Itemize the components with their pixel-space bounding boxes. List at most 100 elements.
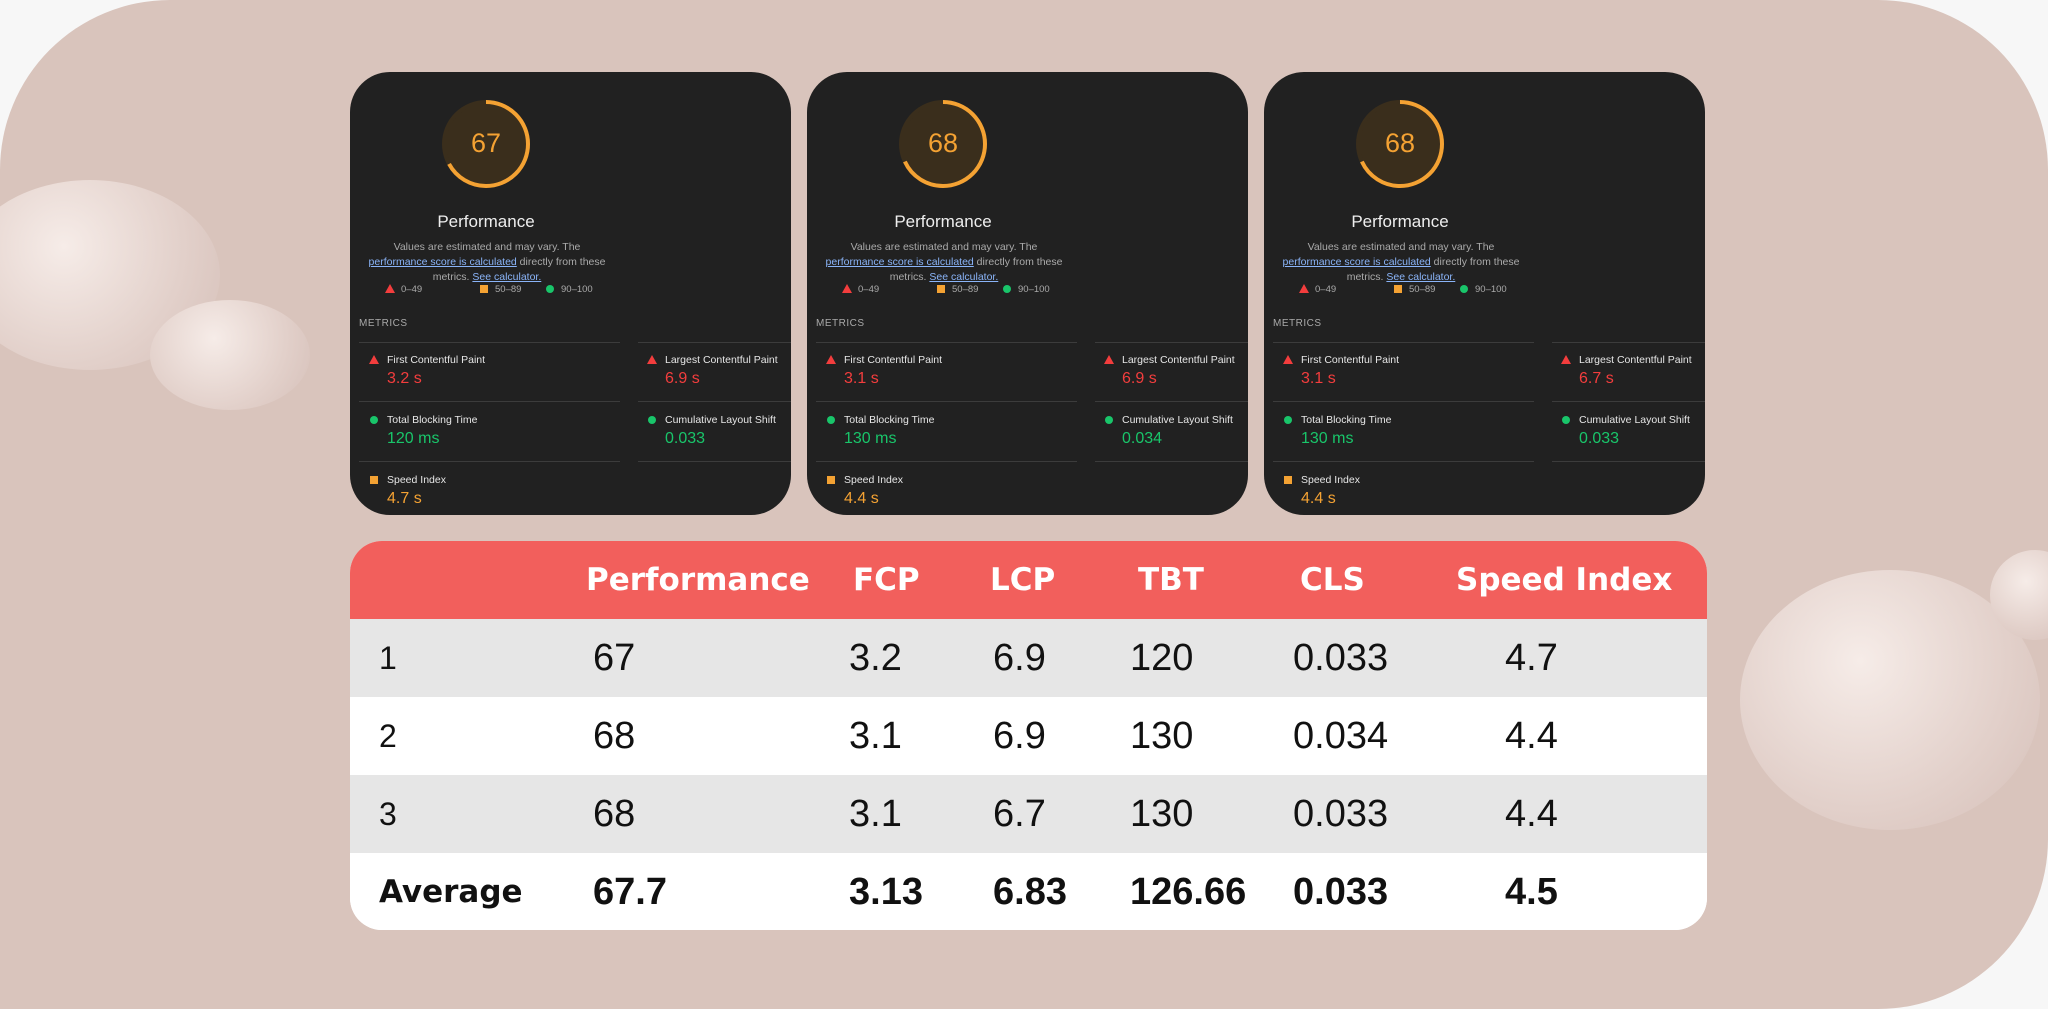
- status-icon: [842, 284, 852, 293]
- separator: [816, 342, 1077, 343]
- circle: [1460, 285, 1468, 293]
- metric-label: First Contentful Paint: [1301, 354, 1400, 366]
- table-cell: 68: [593, 793, 636, 835]
- table-cell: 67.7: [593, 871, 667, 913]
- metric-value: 120 ms: [387, 430, 440, 447]
- square: [1394, 285, 1402, 293]
- legend-label: 50–89: [1409, 284, 1436, 295]
- separator: [1095, 342, 1248, 343]
- metric-value: 4.4 s: [1301, 490, 1336, 507]
- table-cell: 0.033: [1293, 793, 1389, 835]
- separator: [359, 342, 620, 343]
- separator: [359, 401, 620, 402]
- link[interactable]: performance score is calculated: [368, 256, 517, 268]
- metric-label: Cumulative Layout Shift: [1579, 414, 1690, 426]
- status-icon: [1284, 416, 1292, 424]
- description: Values are estimated and may vary. The p…: [1278, 240, 1524, 285]
- triangle: [1283, 355, 1293, 364]
- square: [937, 285, 945, 293]
- column-header: FCP: [853, 562, 920, 598]
- status-icon: [1003, 285, 1011, 293]
- gauge-arc: [1356, 100, 1444, 188]
- metric-label: Total Blocking Time: [844, 414, 935, 426]
- circle: [370, 416, 378, 424]
- table-cell: 4.5: [1505, 871, 1558, 913]
- status-icon: [385, 284, 395, 293]
- column-header: LCP: [990, 562, 1056, 598]
- separator: [816, 461, 1077, 462]
- metric-value: 6.9 s: [1122, 370, 1157, 387]
- status-icon: [1562, 416, 1570, 424]
- status-icon: [370, 476, 378, 484]
- metric-label: Largest Contentful Paint: [665, 354, 778, 366]
- triangle: [647, 355, 657, 364]
- table-cell: 6.9: [993, 715, 1046, 757]
- gauge-arc: [442, 100, 530, 188]
- separator: [638, 461, 791, 462]
- row-label: Average: [379, 874, 523, 910]
- metric-value: 6.7 s: [1579, 370, 1614, 387]
- separator: [359, 461, 620, 462]
- table-cell: 6.83: [993, 871, 1067, 913]
- row-label: 1: [379, 640, 397, 676]
- separator: [638, 401, 791, 402]
- status-icon: [369, 355, 379, 364]
- description-text: Values are estimated and may vary. The: [393, 241, 581, 253]
- separator: [1552, 401, 1705, 402]
- metric-value: 3.1 s: [844, 370, 879, 387]
- square: [370, 476, 378, 484]
- status-icon: [1283, 355, 1293, 364]
- metric-label: Speed Index: [387, 474, 446, 486]
- link[interactable]: See calculator.: [1386, 271, 1456, 283]
- status-icon: [546, 285, 554, 293]
- link[interactable]: See calculator.: [929, 271, 999, 283]
- metric-value: 3.1 s: [1301, 370, 1336, 387]
- metric-label: First Contentful Paint: [844, 354, 943, 366]
- legend-label: 0–49: [1315, 284, 1337, 295]
- report-card: 68 Performance Values are estimated and ma…: [1264, 72, 1705, 515]
- status-icon: [827, 416, 835, 424]
- description: Values are estimated and may vary. The p…: [821, 240, 1067, 285]
- row-label: 3: [379, 796, 397, 832]
- table-cell: 3.13: [849, 871, 923, 913]
- score-gauge: [899, 100, 987, 188]
- row-label: 2: [379, 718, 397, 754]
- metric-label: Speed Index: [1301, 474, 1360, 486]
- metric-value: 0.033: [665, 430, 706, 447]
- score: 68: [1384, 128, 1416, 158]
- cloud: [1740, 570, 2040, 830]
- triangle: [842, 284, 852, 293]
- separator: [816, 401, 1077, 402]
- link[interactable]: performance score is calculated: [1282, 256, 1431, 268]
- status-icon: [1561, 355, 1571, 364]
- status-icon: [370, 416, 378, 424]
- report-card: 67 Performance Values are estimated and ma…: [350, 72, 791, 515]
- description-text: directly from these metrics.: [889, 256, 1063, 283]
- square: [827, 476, 835, 484]
- score: 67: [470, 128, 502, 158]
- metric-label: Speed Index: [844, 474, 903, 486]
- separator: [1095, 401, 1248, 402]
- separator: [1273, 461, 1534, 462]
- link[interactable]: performance score is calculated: [825, 256, 974, 268]
- square: [1284, 476, 1292, 484]
- table-header: Performance FCP LCP TBT CLS Speed Index: [350, 541, 1707, 619]
- circle: [827, 416, 835, 424]
- legend-label: 90–100: [561, 284, 593, 295]
- status-icon: [1299, 284, 1309, 293]
- table-cell: 0.033: [1293, 871, 1389, 913]
- status-icon: [480, 285, 488, 293]
- table-cell: 0.034: [1293, 715, 1389, 757]
- description: Values are estimated and may vary. The p…: [364, 240, 610, 285]
- description-text: Values are estimated and may vary. The: [850, 241, 1038, 253]
- table-cell: 6.7: [993, 793, 1046, 835]
- table-cell: 3.1: [849, 715, 902, 757]
- metric-value: 130 ms: [844, 430, 897, 447]
- triangle: [826, 355, 836, 364]
- metric-label: Total Blocking Time: [1301, 414, 1392, 426]
- status-icon: [1105, 416, 1113, 424]
- card-title: Performance: [1351, 212, 1449, 231]
- circle: [1105, 416, 1113, 424]
- link[interactable]: See calculator.: [472, 271, 542, 283]
- score: 68: [927, 128, 959, 158]
